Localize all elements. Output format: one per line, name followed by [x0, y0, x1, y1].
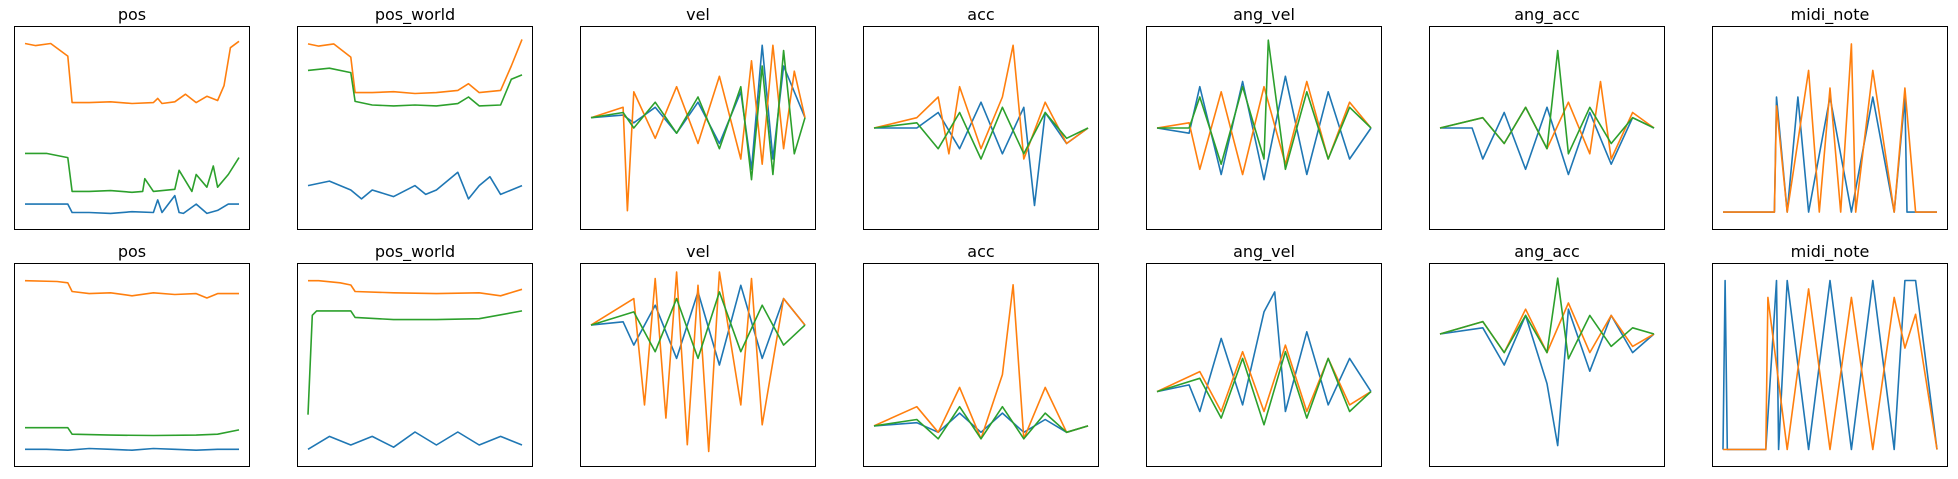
series-line-1 [24, 279, 239, 299]
panel-title: pos [117, 5, 147, 24]
series-line-0 [307, 171, 523, 200]
plot-svg [1156, 39, 1372, 181]
series-line-2 [25, 426, 240, 437]
series-line-1 [24, 40, 240, 105]
plot-svg [873, 283, 1089, 440]
series-line-1 [1439, 302, 1655, 354]
series-line-0 [590, 44, 806, 171]
axes [14, 26, 250, 230]
plot-svg [307, 39, 523, 200]
series-line-2 [1156, 350, 1372, 426]
axes [1146, 263, 1382, 467]
panel-title: ang_acc [1514, 5, 1580, 24]
series-line-0 [307, 431, 523, 450]
panel-title: pos [117, 242, 147, 261]
series-line-1 [1723, 43, 1937, 213]
plot-svg [1156, 291, 1372, 426]
plot-svg [1439, 277, 1655, 447]
series-line-1 [873, 44, 1089, 160]
axes [1712, 26, 1948, 230]
plot-svg [1439, 49, 1655, 176]
series-line-2 [307, 67, 523, 107]
panel-title: ang_acc [1514, 242, 1580, 261]
plot-svg [24, 40, 240, 215]
series-line-0 [874, 101, 1089, 207]
panel-title: ang_vel [1233, 242, 1295, 261]
axes [863, 26, 1099, 230]
series-line-0 [25, 194, 239, 215]
series-line-1 [1156, 344, 1372, 413]
panel-title: pos_world [374, 5, 456, 24]
panel-title: midi_note [1790, 242, 1870, 261]
axes [297, 263, 533, 467]
series-line-1 [590, 44, 806, 212]
axes [1146, 26, 1382, 230]
panel-title: vel [686, 5, 710, 24]
series-line-1 [308, 279, 523, 297]
panel-title: midi_note [1790, 5, 1870, 24]
series-line-2 [590, 291, 806, 360]
plot-svg [873, 44, 1089, 207]
panel-title: vel [686, 242, 710, 261]
series-line-2 [1157, 39, 1372, 171]
series-line-1 [1723, 288, 1938, 451]
series-line-0 [1156, 75, 1372, 181]
series-line-1 [590, 271, 806, 453]
series-line-0 [1723, 96, 1937, 213]
axes [297, 26, 533, 230]
panel-title: pos_world [374, 242, 456, 261]
series-line-2 [873, 106, 1089, 160]
axes [1429, 263, 1665, 467]
panel-title: acc [967, 5, 995, 24]
series-line-2 [590, 49, 806, 181]
axes [1429, 26, 1665, 230]
panel-title: acc [967, 242, 995, 261]
axes [1712, 263, 1948, 467]
series-line-1 [307, 39, 523, 95]
series-line-2 [25, 152, 240, 194]
series-line-2 [1439, 277, 1655, 360]
plot-svg [307, 279, 523, 450]
series-line-2 [307, 310, 523, 415]
panel-title: ang_vel [1233, 5, 1295, 24]
series-line-2 [873, 405, 1089, 440]
series-line-2 [1439, 49, 1655, 155]
series-line-0 [1440, 106, 1655, 176]
series-line-1 [873, 283, 1089, 440]
axes [14, 263, 250, 467]
axes [580, 263, 816, 467]
plot-svg [590, 271, 806, 453]
plot-svg [24, 279, 240, 451]
plot-svg [590, 44, 806, 212]
plot-svg [1723, 43, 1937, 213]
series-line-0 [1439, 308, 1655, 447]
axes [580, 26, 816, 230]
series-line-0 [1722, 279, 1938, 451]
series-line-0 [25, 447, 239, 451]
plot-svg [1722, 279, 1938, 451]
axes [863, 263, 1099, 467]
series-line-0 [1156, 291, 1372, 413]
